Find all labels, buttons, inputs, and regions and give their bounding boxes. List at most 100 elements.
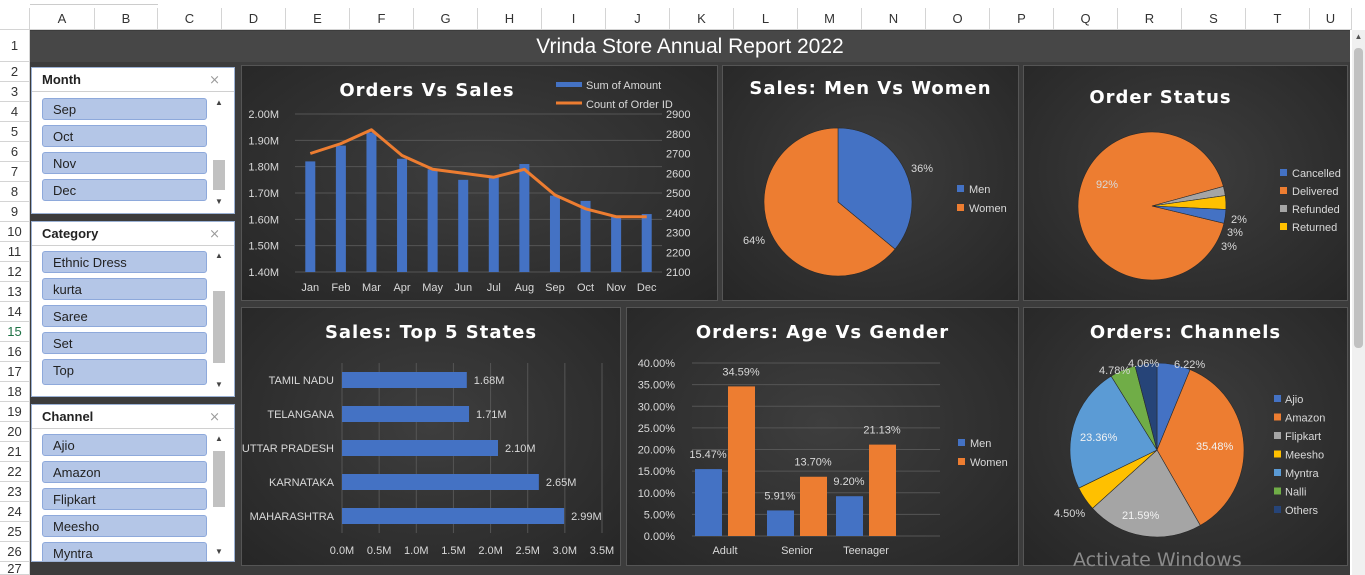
column-header[interactable]: G bbox=[414, 8, 478, 30]
scroll-up-icon[interactable]: ▲ bbox=[215, 98, 223, 107]
select-all-corner[interactable] bbox=[0, 8, 30, 30]
row-header[interactable]: 3 bbox=[0, 82, 30, 102]
chart-top5-states[interactable]: Sales: Top 5 States 0.0M 0.5M 1.0M 1.5M 2.0M… bbox=[241, 307, 621, 566]
column-header[interactable]: C bbox=[158, 8, 222, 30]
slicer-item[interactable]: Sep bbox=[42, 98, 207, 120]
column-header[interactable]: N bbox=[862, 8, 926, 30]
x-tick-label: 1.5M bbox=[441, 545, 465, 557]
slicer-item[interactable]: Ajio bbox=[42, 434, 207, 456]
row-header[interactable]: 2 bbox=[0, 62, 30, 82]
column-header[interactable]: H bbox=[478, 8, 542, 30]
column-header[interactable]: K bbox=[670, 8, 734, 30]
row-header[interactable]: 26 bbox=[0, 542, 30, 562]
scroll-thumb[interactable] bbox=[213, 160, 225, 190]
row-header[interactable]: 18 bbox=[0, 382, 30, 402]
row-header[interactable]: 7 bbox=[0, 162, 30, 182]
clear-filter-icon[interactable]: ⨯ bbox=[209, 226, 220, 241]
age-gender-svg: 0.00% 5.00% 10.00% 15.00% 20.00% 25.00% 30.00%… bbox=[638, 358, 1008, 557]
row-header[interactable]: 15 bbox=[0, 322, 30, 342]
slicer-item[interactable]: Set bbox=[42, 332, 207, 354]
column-header[interactable]: M bbox=[798, 8, 862, 30]
slicer-item[interactable]: Top bbox=[42, 359, 207, 385]
slicer-scrollbar[interactable]: ▲ ▼ bbox=[212, 251, 226, 389]
scroll-up-icon[interactable]: ▲ bbox=[215, 434, 223, 443]
column-header[interactable]: B bbox=[95, 8, 158, 30]
scroll-thumb[interactable] bbox=[213, 451, 225, 507]
scroll-up-icon[interactable]: ▲ bbox=[1354, 32, 1363, 41]
slicer-item[interactable]: Saree bbox=[42, 305, 207, 327]
column-header[interactable]: J bbox=[606, 8, 670, 30]
row-header[interactable]: 19 bbox=[0, 402, 30, 422]
bar-state bbox=[342, 406, 470, 422]
sheet-vertical-scrollbar[interactable]: ▲ bbox=[1352, 30, 1365, 575]
slicer-item[interactable]: Amazon bbox=[42, 461, 207, 483]
clear-filter-icon[interactable]: ⨯ bbox=[209, 409, 220, 424]
chart-sales-men-women[interactable]: Sales: Men Vs Women 36% 64% Men Women bbox=[722, 65, 1019, 301]
clear-filter-icon[interactable]: ⨯ bbox=[209, 72, 220, 87]
slicer-item[interactable]: kurta bbox=[42, 278, 207, 300]
row-header[interactable]: 8 bbox=[0, 182, 30, 202]
slicer-item[interactable]: Nov bbox=[42, 152, 207, 174]
scroll-down-icon[interactable]: ▼ bbox=[215, 547, 223, 556]
row-header[interactable]: 25 bbox=[0, 522, 30, 542]
column-header[interactable]: D bbox=[222, 8, 286, 30]
slicer-item[interactable]: Dec bbox=[42, 179, 207, 201]
column-header[interactable]: F bbox=[350, 8, 414, 30]
slicer-item[interactable]: Myntra bbox=[42, 542, 207, 561]
row-header[interactable]: 11 bbox=[0, 242, 30, 262]
column-header[interactable]: U bbox=[1310, 8, 1352, 30]
row-header[interactable]: 22 bbox=[0, 462, 30, 482]
column-header[interactable]: P bbox=[990, 8, 1054, 30]
pie-slice bbox=[1134, 362, 1158, 451]
slicer-item[interactable]: Ethnic Dress bbox=[42, 251, 207, 273]
scroll-down-icon[interactable]: ▼ bbox=[215, 380, 223, 389]
column-header[interactable]: Q bbox=[1054, 8, 1118, 30]
data-label: 6.22% bbox=[1174, 359, 1205, 371]
row-header[interactable]: 14 bbox=[0, 302, 30, 322]
row-header[interactable]: 5 bbox=[0, 122, 30, 142]
column-header[interactable]: S bbox=[1182, 8, 1246, 30]
pie-slice bbox=[1077, 131, 1225, 281]
scroll-up-icon[interactable]: ▲ bbox=[215, 251, 223, 260]
column-header[interactable]: O bbox=[926, 8, 990, 30]
slicer-item[interactable]: Oct bbox=[42, 125, 207, 147]
row-header[interactable]: 17 bbox=[0, 362, 30, 382]
column-header[interactable]: I bbox=[542, 8, 606, 30]
chart-age-vs-gender[interactable]: Orders: Age Vs Gender 0.00% 5.00% 10.00% 15… bbox=[626, 307, 1019, 566]
row-header[interactable]: 1 bbox=[0, 30, 30, 62]
row-header[interactable]: 23 bbox=[0, 482, 30, 502]
column-header[interactable]: T bbox=[1246, 8, 1310, 30]
row-header[interactable]: 21 bbox=[0, 442, 30, 462]
chart-orders-vs-sales[interactable]: Orders Vs Sales 1.40M 1.50M 1.60M 1.70M 1.80… bbox=[241, 65, 718, 301]
row-header[interactable]: 6 bbox=[0, 142, 30, 162]
column-header[interactable]: L bbox=[734, 8, 798, 30]
column-header[interactable]: A bbox=[30, 8, 95, 30]
slicer-scrollbar[interactable]: ▲ ▼ bbox=[212, 434, 226, 556]
slicer-item[interactable]: Meesho bbox=[42, 515, 207, 537]
row-header[interactable]: 12 bbox=[0, 262, 30, 282]
scroll-thumb[interactable] bbox=[1354, 48, 1363, 348]
slicer-category[interactable]: Category ⨯ Ethnic Dress kurta Saree Set … bbox=[31, 221, 235, 397]
legend-swatch bbox=[1274, 450, 1281, 458]
slicer-scrollbar[interactable]: ▲ ▼ bbox=[212, 98, 226, 206]
bar-state bbox=[342, 372, 467, 388]
legend-swatch bbox=[1280, 169, 1287, 176]
row-header[interactable]: 13 bbox=[0, 282, 30, 302]
row-header[interactable]: 9 bbox=[0, 202, 30, 222]
row-header[interactable]: 27 bbox=[0, 562, 30, 575]
scroll-down-icon[interactable]: ▼ bbox=[215, 197, 223, 206]
slicer-channel[interactable]: Channel ⨯ Ajio Amazon Flipkart Meesho My… bbox=[31, 404, 235, 562]
chart-order-status[interactable]: Order Status 92% 2% 3% 3% Cancelled Delivered… bbox=[1023, 65, 1348, 301]
column-header[interactable]: E bbox=[286, 8, 350, 30]
legend-swatch bbox=[1274, 413, 1281, 421]
row-header[interactable]: 24 bbox=[0, 502, 30, 522]
row-header[interactable]: 4 bbox=[0, 102, 30, 122]
slicer-item[interactable]: Flipkart bbox=[42, 488, 207, 510]
chart-channels[interactable]: Orders: Channels 6.22% 35.48% 21.59% 4.50% 2… bbox=[1023, 307, 1348, 566]
scroll-thumb[interactable] bbox=[213, 291, 225, 363]
row-header[interactable]: 16 bbox=[0, 342, 30, 362]
row-header[interactable]: 20 bbox=[0, 422, 30, 442]
column-header[interactable]: R bbox=[1118, 8, 1182, 30]
slicer-month[interactable]: Month ⨯ Sep Oct Nov Dec ▲ ▼ bbox=[31, 67, 235, 214]
row-header[interactable]: 10 bbox=[0, 222, 30, 242]
